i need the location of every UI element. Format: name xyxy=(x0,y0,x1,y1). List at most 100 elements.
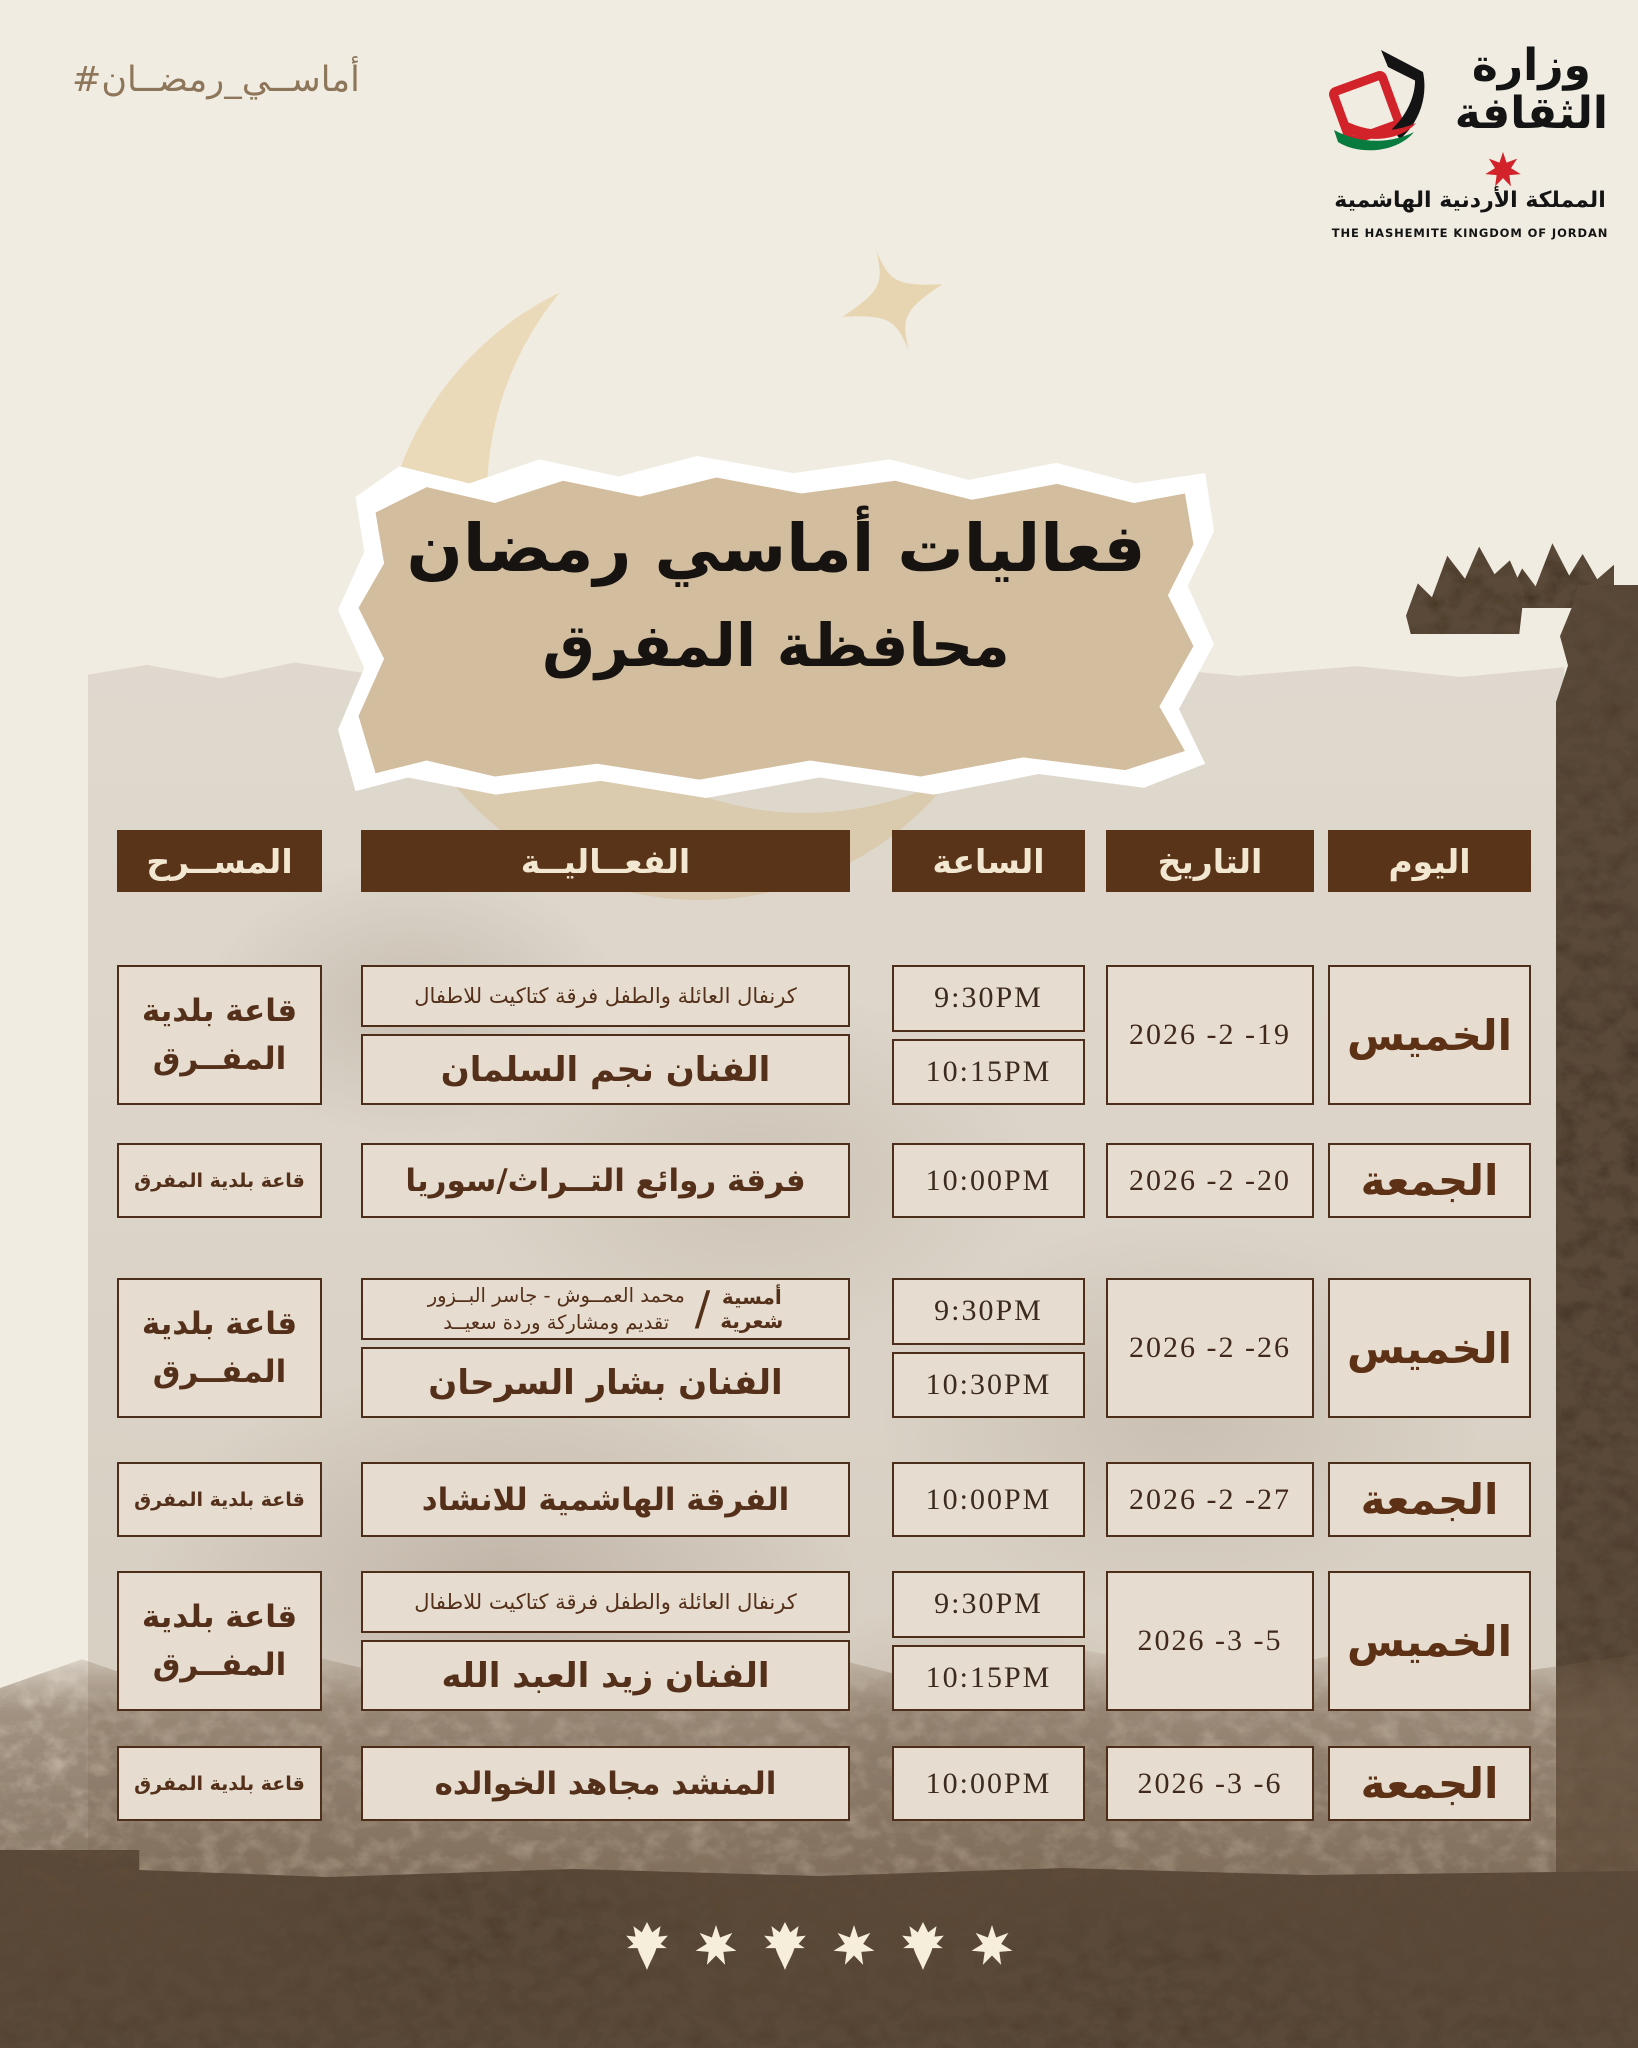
activity-cell: أمسية شعرية / محمد العمــوش - جاسر البــ… xyxy=(361,1278,850,1418)
header-activity: الفعــاليــة xyxy=(361,830,850,892)
poster-title-line2: محافظة المفرق xyxy=(542,611,1010,680)
kingdom-name-english: THE HASHEMITE KINGDOM OF JORDAN xyxy=(1331,226,1609,240)
activity-cell: كرنفال العائلة والطفل فرقة كتاكيت للاطفا… xyxy=(361,965,850,1105)
spacer xyxy=(1085,1143,1106,1218)
spacer xyxy=(322,1278,361,1418)
venue-cell: قاعة بلدية المفــرق xyxy=(117,1278,322,1418)
table-row: الجمعة 2026 -2 -20 10:00PM فرقة روائع ال… xyxy=(117,1143,1531,1218)
spacer xyxy=(322,965,361,1105)
spacer xyxy=(322,1143,361,1218)
activity-cell: فرقة روائع التــراث/سوريا xyxy=(361,1143,850,1218)
spacer xyxy=(850,1746,892,1821)
table-row: الجمعة 2026 -3 -6 10:00PM المنشد مجاهد ا… xyxy=(117,1746,1531,1821)
activity-artist: الفنان نجم السلمان xyxy=(361,1034,850,1105)
kingdom-name-arabic: المملكة الأردنية الهاشمية xyxy=(1334,188,1606,213)
spacer xyxy=(322,1462,361,1537)
table-row: الخميس 2026 -2 -26 9:30PM 10:30PM أمسية … xyxy=(117,1278,1531,1418)
activity-artist: الفنان زيد العبد الله xyxy=(361,1640,850,1711)
spacer xyxy=(1314,1462,1328,1537)
venue-cell: قاعة بلدية المفرق xyxy=(117,1746,322,1821)
day-cell: الجمعة xyxy=(1328,1746,1531,1821)
header-date: التاريخ xyxy=(1106,830,1314,892)
date-cell: 2026 -2 -27 xyxy=(1106,1462,1314,1537)
spacer xyxy=(850,1143,892,1218)
time-cell: 9:30PM 10:15PM xyxy=(892,1571,1085,1711)
seven-point-star-icon xyxy=(971,1925,1012,1965)
flower-icon xyxy=(901,1922,944,1970)
header-time: الساعة xyxy=(892,830,1085,892)
rocky-footer-band xyxy=(0,1850,1638,2048)
ministry-logo: وزارة الثقافة المملكة الأردنية الهاشمية … xyxy=(1324,36,1616,260)
day-cell: الجمعة xyxy=(1328,1143,1531,1218)
venue-cell: قاعة بلدية المفــرق xyxy=(117,965,322,1105)
spacer xyxy=(1314,1278,1328,1418)
date-cell: 2026 -3 -6 xyxy=(1106,1746,1314,1821)
spacer xyxy=(1314,1571,1328,1711)
time-cell: 9:30PM 10:30PM xyxy=(892,1278,1085,1418)
ministry-name-line1: وزارة xyxy=(1471,40,1591,91)
spacer xyxy=(1085,965,1106,1105)
activity-cell: الفرقة الهاشمية للانشاد xyxy=(361,1462,850,1537)
day-cell: الجمعة xyxy=(1328,1462,1531,1537)
title-banner: فعاليات أماسي رمضان محافظة المفرق xyxy=(338,456,1214,798)
date-cell: 2026 -2 -20 xyxy=(1106,1143,1314,1218)
day-cell: الخميس xyxy=(1328,1571,1531,1711)
venue-cell: قاعة بلدية المفرق xyxy=(117,1462,322,1537)
spacer xyxy=(322,1571,361,1711)
date-cell: 2026 -3 -5 xyxy=(1106,1571,1314,1711)
flower-icon xyxy=(763,1922,806,1970)
spacer xyxy=(1085,830,1106,892)
poster-title-line1: فعاليات أماسي رمضان xyxy=(406,510,1146,587)
time-cell: 10:00PM xyxy=(892,1462,1085,1537)
activity-artist: الفنان بشار السرحان xyxy=(361,1347,850,1418)
rock-clump-decor xyxy=(1406,546,1524,634)
hashtag: #أماســي_رمضــان xyxy=(72,60,360,100)
spacer xyxy=(1314,830,1328,892)
spacer xyxy=(850,965,892,1105)
table-row: الجمعة 2026 -2 -27 10:00PM الفرقة الهاشم… xyxy=(117,1462,1531,1537)
spacer xyxy=(850,1462,892,1537)
header-venue: المســرح xyxy=(117,830,322,892)
activity-subtitle: كرنفال العائلة والطفل فرقة كتاكيت للاطفا… xyxy=(361,1571,850,1633)
spacer xyxy=(1085,1746,1106,1821)
ministry-name-line2: الثقافة xyxy=(1454,87,1608,139)
flower-icon xyxy=(625,1922,668,1970)
ministry-name: وزارة الثقافة xyxy=(1455,42,1608,137)
spacer xyxy=(1085,1571,1106,1711)
venue-cell: قاعة بلدية المفــرق xyxy=(117,1571,322,1711)
ministry-logo-mark-icon xyxy=(1329,50,1425,151)
day-cell: الخميس xyxy=(1328,965,1531,1105)
activity-cell: المنشد مجاهد الخوالده xyxy=(361,1746,850,1821)
footer-stars xyxy=(0,1922,1638,1970)
time-cell: 10:00PM xyxy=(892,1746,1085,1821)
spacer xyxy=(1314,965,1328,1105)
schedule-table: اليوم التاريخ الساعة الفعــاليــة المســ… xyxy=(117,830,1531,1821)
spacer xyxy=(322,1746,361,1821)
spacer xyxy=(1085,1278,1106,1418)
spacer xyxy=(1314,1143,1328,1218)
seven-point-star-icon xyxy=(833,1925,874,1965)
spacer xyxy=(1314,1746,1328,1821)
spacer xyxy=(1085,1462,1106,1537)
time-cell: 9:30PM 10:15PM xyxy=(892,965,1085,1105)
table-row: الخميس 2026 -2 -19 9:30PM 10:15PM كرنفال… xyxy=(117,965,1531,1105)
table-header-row: اليوم التاريخ الساعة الفعــاليــة المســ… xyxy=(117,830,1531,892)
activity-cell: كرنفال العائلة والطفل فرقة كتاكيت للاطفا… xyxy=(361,1571,850,1711)
header-day: اليوم xyxy=(1328,830,1531,892)
venue-cell: قاعة بلدية المفرق xyxy=(117,1143,322,1218)
date-cell: 2026 -2 -26 xyxy=(1106,1278,1314,1418)
spacer xyxy=(850,830,892,892)
activity-subtitle: كرنفال العائلة والطفل فرقة كتاكيت للاطفا… xyxy=(361,965,850,1027)
date-cell: 2026 -2 -19 xyxy=(1106,965,1314,1105)
sparkle-star-icon xyxy=(842,250,943,351)
time-cell: 10:00PM xyxy=(892,1143,1085,1218)
spacer xyxy=(850,1278,892,1418)
spacer xyxy=(850,1571,892,1711)
day-cell: الخميس xyxy=(1328,1278,1531,1418)
torn-paper-background xyxy=(358,477,1194,780)
slash-divider: / xyxy=(694,1281,711,1336)
seven-point-star-icon xyxy=(695,1925,736,1965)
table-row: الخميس 2026 -3 -5 9:30PM 10:15PM كرنفال … xyxy=(117,1571,1531,1711)
jordan-star-icon xyxy=(1485,151,1521,187)
